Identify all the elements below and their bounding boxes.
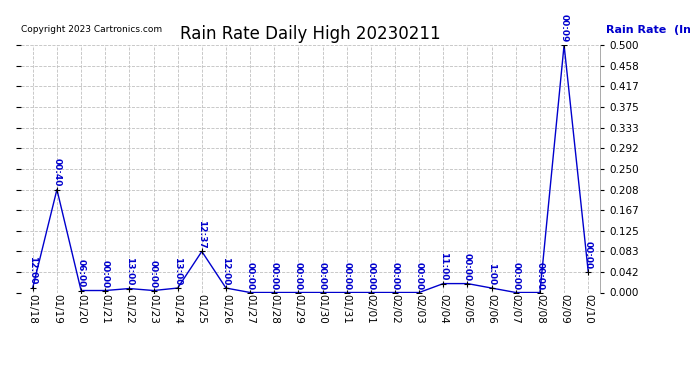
Text: 00:00: 00:00 — [511, 262, 520, 290]
Text: Copyright 2023 Cartronics.com: Copyright 2023 Cartronics.com — [21, 25, 162, 34]
Text: 00:00: 00:00 — [294, 262, 303, 290]
Text: 00:00: 00:00 — [584, 241, 593, 269]
Text: 12:00: 12:00 — [221, 257, 230, 285]
Text: 1:00: 1:00 — [487, 263, 496, 285]
Text: 06:00: 06:00 — [77, 260, 86, 288]
Title: Rain Rate Daily High 20230211: Rain Rate Daily High 20230211 — [180, 26, 441, 44]
Text: 13:00: 13:00 — [173, 257, 182, 285]
Text: 00:00: 00:00 — [535, 262, 544, 290]
Text: 12:37: 12:37 — [197, 220, 206, 249]
Text: 00:00: 00:00 — [246, 262, 255, 290]
Text: 00:00: 00:00 — [342, 262, 351, 290]
Text: 00:00: 00:00 — [270, 262, 279, 290]
Text: 00:00: 00:00 — [318, 262, 327, 290]
Text: 12:00: 12:00 — [28, 256, 37, 285]
Text: 13:00: 13:00 — [125, 257, 134, 286]
Text: 00:40: 00:40 — [52, 158, 61, 187]
Text: 00:00: 00:00 — [463, 253, 472, 281]
Text: Rain Rate  (Inches/Hour): Rain Rate (Inches/Hour) — [606, 25, 690, 35]
Text: 00:00: 00:00 — [149, 260, 158, 288]
Text: 00:09: 00:09 — [560, 14, 569, 42]
Text: 00:00: 00:00 — [415, 262, 424, 290]
Text: 00:00: 00:00 — [366, 262, 375, 290]
Text: 00:00: 00:00 — [101, 260, 110, 288]
Text: 11:00: 11:00 — [439, 252, 448, 281]
Text: 00:00: 00:00 — [391, 262, 400, 290]
